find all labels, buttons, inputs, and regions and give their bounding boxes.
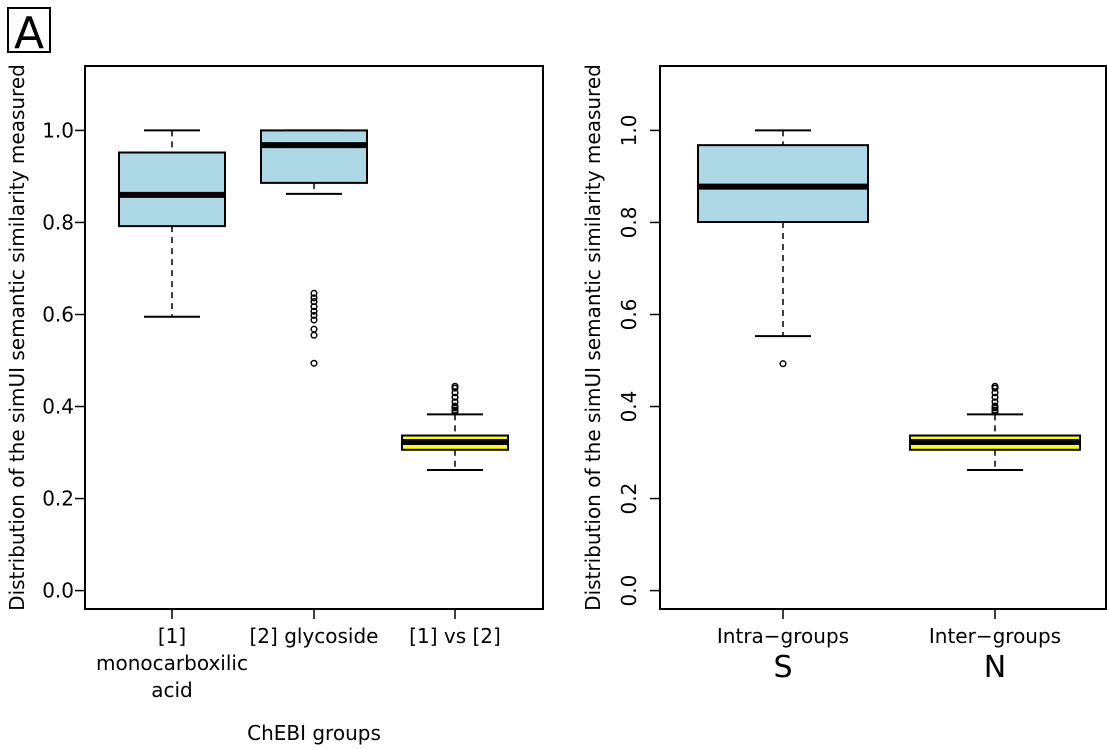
outlier-point — [310, 307, 318, 315]
y-axis-label: Distribution of the simUI semantic simil… — [5, 64, 29, 611]
boxplot-chebi-groups: 0.0 0.2 0.4 0.6 0.8 1.0 Distribution of the si… — [5, 64, 544, 745]
panel-label-frame — [7, 7, 51, 53]
outlier-point — [991, 402, 999, 410]
y-tick-label: 0.8 — [617, 207, 641, 239]
box-1 — [118, 129, 226, 318]
plot-frame — [659, 65, 1107, 610]
y-tick-label: 0.4 — [617, 391, 641, 423]
outlier-point — [451, 389, 459, 397]
x-tick-label: [1] — [158, 624, 186, 648]
y-tick-label: 0.0 — [617, 575, 641, 607]
x-tick-label: acid — [151, 678, 193, 702]
panel-label-text: A — [14, 8, 44, 59]
outlier-point — [451, 393, 459, 401]
outlier-point — [991, 398, 999, 406]
y-axis-label: Distribution of the simUI semantic simil… — [581, 64, 605, 611]
y-tick-label: 0.6 — [617, 299, 641, 331]
outlier-point — [779, 360, 787, 368]
iqr-box — [118, 151, 226, 228]
box-3 — [401, 382, 509, 472]
x-tick-label: [1] vs [2] — [409, 624, 501, 648]
outlier-point — [991, 393, 999, 401]
x-axis-label: ChEBI groups — [247, 721, 381, 745]
x-category-code: S — [773, 650, 792, 685]
y-tick-label: 0.2 — [42, 487, 74, 511]
outlier-point — [310, 311, 318, 319]
outlier-point — [310, 294, 318, 302]
box-2 — [260, 129, 368, 367]
outlier-point — [310, 325, 318, 333]
outlier-point — [310, 359, 318, 367]
x-tick-label: monocarboxilic — [96, 651, 248, 675]
box-2 — [909, 382, 1081, 472]
outlier-point — [991, 406, 999, 414]
x-category-code: N — [984, 650, 1006, 685]
outlier-point — [451, 398, 459, 406]
outlier-point — [451, 406, 459, 414]
box-1 — [697, 129, 869, 368]
boxplot-intra-inter-groups: 0.0 0.2 0.4 0.6 0.8 1.0 Distribution of the si… — [581, 64, 1107, 685]
outlier-point — [310, 316, 318, 324]
y-tick-label: 0.2 — [617, 483, 641, 515]
y-tick-label: 1.0 — [617, 115, 641, 147]
outlier-point — [310, 298, 318, 306]
y-tick-label: 1.0 — [42, 118, 74, 142]
outlier-point — [991, 389, 999, 397]
y-tick-label: 0.4 — [42, 395, 74, 419]
outlier-point — [451, 382, 459, 390]
y-tick-label: 0.6 — [42, 302, 74, 326]
panel-label: A — [7, 7, 51, 59]
y-tick-label: 0.0 — [42, 579, 74, 603]
iqr-box — [260, 129, 368, 184]
outlier-point — [451, 402, 459, 410]
x-tick-label: Inter−groups — [929, 624, 1061, 648]
x-tick-label: Intra−groups — [717, 624, 849, 648]
x-tick-label: [2] glycoside — [250, 624, 379, 648]
outlier-point — [310, 289, 318, 297]
y-tick-label: 0.8 — [42, 210, 74, 234]
outlier-point — [991, 382, 999, 390]
outlier-point — [310, 331, 318, 339]
